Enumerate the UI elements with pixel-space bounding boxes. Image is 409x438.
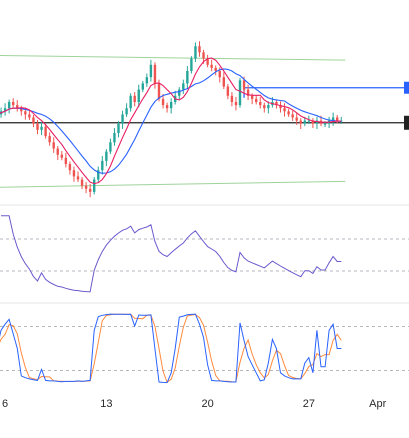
candle-body[interactable]	[109, 142, 112, 152]
candle-body[interactable]	[279, 105, 282, 109]
x-tick-label: 27	[303, 398, 315, 410]
candle-body[interactable]	[149, 64, 153, 78]
candle-body[interactable]	[7, 102, 11, 109]
candle-body[interactable]	[40, 126, 43, 130]
stochastic-pane[interactable]	[0, 313, 409, 384]
candle-body[interactable]	[202, 52, 205, 59]
x-tick-label: Apr	[369, 398, 386, 410]
candle-body[interactable]	[157, 83, 161, 99]
candle-body[interactable]	[259, 102, 262, 106]
candle-body[interactable]	[133, 95, 136, 102]
candle-body[interactable]	[56, 148, 59, 155]
candle-body[interactable]	[52, 142, 55, 149]
candle-body[interactable]	[198, 46, 201, 53]
candle-body[interactable]	[12, 102, 15, 106]
candle-body[interactable]	[105, 151, 108, 161]
support-level-marker	[404, 115, 409, 130]
candle-body[interactable]	[218, 71, 221, 78]
candle-body[interactable]	[16, 105, 19, 109]
candle-body[interactable]	[3, 108, 7, 112]
candle-body[interactable]	[246, 89, 250, 96]
candle-body[interactable]	[121, 114, 124, 124]
rsi-line	[1, 215, 342, 293]
candle-body[interactable]	[275, 102, 278, 106]
candle-body[interactable]	[125, 108, 128, 115]
resistance-level-marker	[404, 81, 409, 94]
candle-body[interactable]	[214, 67, 217, 71]
candle-body[interactable]	[165, 105, 169, 109]
candle-body[interactable]	[186, 71, 189, 84]
candle-body[interactable]	[222, 77, 225, 87]
candle-body[interactable]	[190, 58, 193, 71]
rsi-pane[interactable]	[0, 215, 409, 293]
candle-body[interactable]	[267, 105, 270, 109]
candle-body[interactable]	[76, 176, 80, 180]
candle-body[interactable]	[255, 98, 258, 102]
candle-body[interactable]	[72, 170, 76, 177]
candle-body[interactable]	[28, 114, 31, 118]
candle-body[interactable]	[242, 80, 246, 90]
candle-body[interactable]	[141, 83, 144, 90]
candle-body[interactable]	[44, 126, 47, 137]
candle-body[interactable]	[295, 117, 298, 121]
candle-body[interactable]	[291, 114, 294, 118]
candle-body[interactable]	[169, 102, 173, 109]
candle-body[interactable]	[283, 108, 286, 112]
candle-body[interactable]	[250, 95, 254, 99]
candle-body[interactable]	[206, 58, 209, 65]
price-pane[interactable]	[0, 41, 409, 198]
candle-body[interactable]	[145, 77, 149, 84]
candle-body[interactable]	[303, 120, 306, 124]
candle-body[interactable]	[263, 105, 266, 109]
candle-body[interactable]	[182, 83, 185, 90]
candle-body[interactable]	[48, 136, 51, 143]
candle-body[interactable]	[161, 98, 165, 106]
candle-body[interactable]	[178, 89, 181, 96]
candle-body[interactable]	[323, 123, 327, 125]
candle-body[interactable]	[230, 95, 234, 102]
candle-body[interactable]	[311, 120, 315, 124]
candle-body[interactable]	[331, 117, 335, 121]
x-tick-label: 13	[100, 398, 112, 410]
candle-body[interactable]	[32, 117, 35, 124]
candle-body[interactable]	[210, 64, 213, 68]
candle-body[interactable]	[153, 64, 157, 84]
candle-body[interactable]	[238, 80, 242, 106]
candle-body[interactable]	[194, 46, 197, 59]
candle-body[interactable]	[24, 111, 27, 115]
candle-body[interactable]	[137, 89, 140, 102]
candle-body[interactable]	[88, 188, 92, 192]
candle-body[interactable]	[84, 185, 88, 189]
candle-body[interactable]	[36, 123, 39, 130]
candle-body[interactable]	[299, 120, 302, 124]
candle-body[interactable]	[117, 123, 120, 133]
candle-body[interactable]	[226, 86, 230, 96]
candle-body[interactable]	[101, 160, 104, 171]
stochastic-k-line	[0, 313, 342, 384]
moving-average-slow	[0, 68, 342, 174]
moving-average-fast	[0, 57, 342, 185]
channel-lower-line	[0, 180, 346, 188]
candle-body[interactable]	[60, 154, 63, 158]
x-axis: 6 13 20 27 Apr	[2, 398, 387, 410]
candle-body[interactable]	[307, 120, 311, 122]
candle-body[interactable]	[93, 179, 96, 192]
candle-body[interactable]	[97, 170, 100, 180]
x-tick-label: 6	[2, 398, 8, 410]
candle-body[interactable]	[287, 111, 290, 115]
candle-body[interactable]	[80, 179, 84, 186]
candle-body[interactable]	[68, 164, 72, 171]
candle-body[interactable]	[336, 117, 339, 121]
x-tick-label: 20	[201, 398, 213, 410]
candle-body[interactable]	[129, 95, 132, 109]
candle-body[interactable]	[234, 102, 238, 106]
candle-body[interactable]	[113, 133, 116, 143]
channel-upper-line	[0, 55, 346, 61]
candle-body[interactable]	[20, 108, 23, 112]
candle-body[interactable]	[64, 157, 68, 164]
